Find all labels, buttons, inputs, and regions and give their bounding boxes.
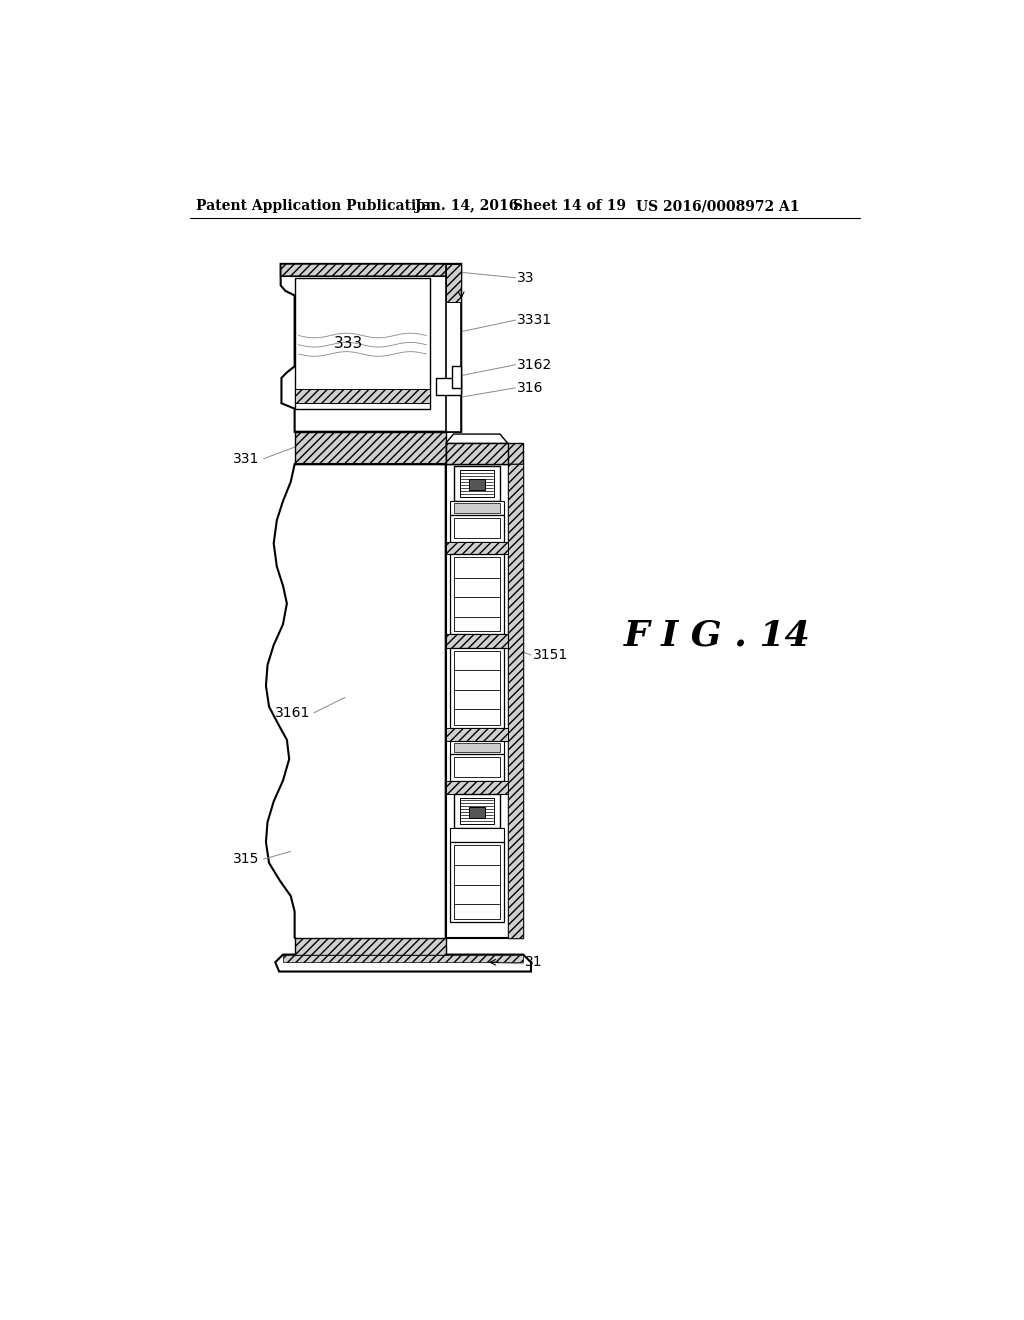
Bar <box>450 515 504 543</box>
Bar <box>454 845 500 919</box>
Text: F I G . 14: F I G . 14 <box>624 619 810 653</box>
Bar <box>445 635 508 648</box>
Bar <box>450 554 504 635</box>
Bar <box>445 729 508 741</box>
Text: Patent Application Publication: Patent Application Publication <box>197 199 436 213</box>
Bar <box>295 277 430 409</box>
Text: 3331: 3331 <box>517 313 552 327</box>
Bar <box>460 470 494 498</box>
Bar <box>460 797 494 825</box>
Bar <box>454 517 500 539</box>
Polygon shape <box>281 264 461 276</box>
Bar <box>454 758 500 777</box>
Bar <box>450 755 504 781</box>
Polygon shape <box>266 465 445 953</box>
Polygon shape <box>445 444 508 465</box>
Bar <box>469 807 484 817</box>
Bar <box>295 937 445 954</box>
Text: 331: 331 <box>233 451 260 466</box>
Text: 333: 333 <box>334 335 364 351</box>
Bar <box>445 781 508 793</box>
Text: 3162: 3162 <box>517 358 552 372</box>
Bar <box>469 479 484 490</box>
Bar <box>283 954 523 962</box>
Text: 316: 316 <box>517 381 544 395</box>
Polygon shape <box>281 264 461 432</box>
Bar <box>450 741 504 755</box>
Text: 31: 31 <box>524 956 543 969</box>
Bar <box>295 432 445 465</box>
Text: 33: 33 <box>517 271 535 285</box>
Bar <box>454 651 500 725</box>
Bar <box>454 793 500 829</box>
Bar <box>450 829 504 842</box>
Text: 3161: 3161 <box>274 706 310 719</box>
Bar <box>436 378 461 395</box>
Bar <box>450 842 504 923</box>
Bar <box>454 466 500 502</box>
Bar <box>454 503 500 512</box>
Bar <box>445 264 461 302</box>
Bar <box>445 264 461 432</box>
Text: 3151: 3151 <box>532 648 567 663</box>
Text: Jan. 14, 2016: Jan. 14, 2016 <box>415 199 518 213</box>
Bar <box>508 465 523 937</box>
Bar <box>508 465 523 937</box>
Bar <box>452 367 461 388</box>
Bar <box>450 648 504 729</box>
Text: 315: 315 <box>233 853 260 866</box>
Bar <box>450 502 504 515</box>
Bar <box>454 557 500 631</box>
Polygon shape <box>445 444 523 465</box>
Bar <box>454 743 500 752</box>
Text: Sheet 14 of 19: Sheet 14 of 19 <box>513 199 626 213</box>
Text: US 2016/0008972 A1: US 2016/0008972 A1 <box>636 199 799 213</box>
Bar <box>295 389 430 404</box>
Polygon shape <box>445 434 508 444</box>
Bar <box>445 465 523 937</box>
Bar <box>445 541 508 554</box>
Polygon shape <box>275 954 531 972</box>
